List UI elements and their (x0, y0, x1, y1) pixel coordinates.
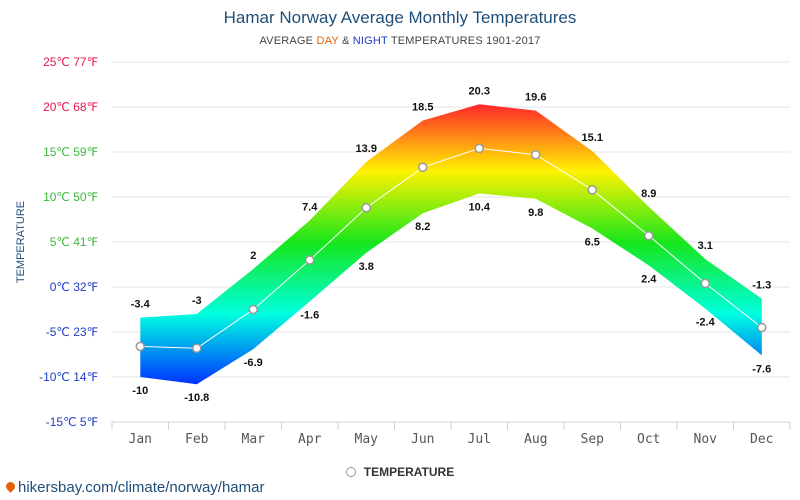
day-value-label: 2 (250, 250, 256, 262)
chart-subtitle: AVERAGE DAY & NIGHT TEMPERATURES 1901-20… (0, 35, 800, 47)
x-axis: Jan Feb Mar Apr May Jun Jul Aug Sep Oct Nov Dec (111, 421, 791, 447)
y-tick-label: 20℃ 68℉ (43, 100, 98, 114)
night-value-label: -6.9 (244, 357, 263, 369)
footer-link[interactable]: hikersbay.com/climate/norway/hamar (4, 479, 264, 496)
x-tick-label: Sep (581, 432, 605, 447)
y-axis: 25℃ 77℉ 20℃ 68℉ 15℃ 59℉ 10℃ 50℉ 5℃ 41℉ 0℃ 32℉… (39, 55, 98, 429)
night-value-label: 6.5 (585, 237, 600, 249)
temperature-point[interactable] (587, 185, 597, 195)
temperature-point[interactable] (361, 203, 371, 213)
night-value-label: 10.4 (469, 201, 491, 213)
x-tick-label: Oct (637, 432, 660, 447)
x-tick-label: Feb (185, 432, 209, 447)
night-value-label: 3.8 (359, 261, 374, 273)
temperature-point[interactable] (531, 149, 541, 160)
day-value-label: 15.1 (582, 132, 603, 144)
subtitle-day: DAY (316, 35, 339, 47)
day-value-label: 8.9 (641, 188, 656, 200)
x-tick-label: Aug (524, 432, 547, 447)
y-tick-label: -5℃ 23℉ (46, 325, 98, 339)
x-tick-label: Nov (694, 432, 718, 447)
temperature-point[interactable] (418, 162, 428, 173)
temperature-point[interactable] (474, 143, 484, 154)
night-value-label: 9.8 (528, 207, 543, 219)
day-value-label: 3.1 (698, 240, 713, 252)
subtitle-prefix: AVERAGE (259, 35, 317, 47)
subtitle-suffix: TEMPERATURES 1901-2017 (387, 35, 541, 47)
subtitle-night: NIGHT (352, 35, 388, 47)
temperature-point[interactable] (700, 278, 710, 289)
night-value-label: -2.4 (696, 317, 716, 329)
night-value-label: -10 (132, 385, 148, 397)
x-tick-label: May (355, 432, 379, 447)
subtitle-mid: & (338, 35, 353, 47)
night-value-label: -1.6 (300, 309, 319, 321)
location-pin-icon (4, 480, 17, 493)
x-tick-label: Jun (411, 432, 434, 447)
y-tick-label: 15℃ 59℉ (43, 145, 98, 159)
night-value-label: -10.8 (184, 392, 209, 404)
chart-title: Hamar Norway Average Monthly Temperature… (223, 8, 577, 27)
data-labels: -3.4 -3 2 7.4 13.9 18.5 20.3 19.6 15.1 8.9 3.1 -1.3… (131, 85, 771, 404)
x-tick-label: Dec (750, 432, 773, 447)
x-tick-label: Mar (242, 432, 266, 447)
night-value-label: 8.2 (415, 221, 430, 233)
legend-marker-icon (345, 467, 356, 477)
temperature-point[interactable] (135, 341, 145, 352)
x-tick-label: Jul (468, 432, 491, 447)
y-tick-label: 5℃ 41℉ (50, 235, 98, 249)
temperature-point[interactable] (305, 255, 315, 265)
x-tick-label: Apr (298, 432, 322, 447)
y-axis-label: TEMPERATURE (15, 201, 27, 283)
y-tick-label: 0℃ 32℉ (50, 280, 98, 294)
temperature-line (140, 147, 763, 349)
temperature-point[interactable] (248, 304, 258, 315)
y-tick-label: -10℃ 14℉ (39, 370, 98, 384)
day-value-label: 18.5 (412, 102, 433, 114)
night-value-label: 2.4 (641, 273, 657, 285)
y-tick-label: 10℃ 50℉ (43, 190, 98, 204)
temperature-point[interactable] (192, 343, 202, 353)
day-value-label: 20.3 (469, 85, 490, 97)
day-value-label: 19.6 (525, 92, 546, 104)
temperature-points (135, 143, 767, 353)
temperature-point[interactable] (757, 322, 767, 333)
day-value-label: 7.4 (302, 201, 318, 213)
day-value-label: -3 (192, 295, 202, 307)
temperature-point[interactable] (644, 230, 654, 241)
y-tick-label: 25℃ 77℉ (43, 55, 98, 69)
legend[interactable]: TEMPERATURE (0, 465, 800, 479)
day-value-label: -1.3 (752, 280, 771, 292)
x-tick-label: Jan (129, 432, 152, 447)
day-night-band (140, 104, 762, 385)
y-tick-label: -15℃ 5℉ (46, 415, 98, 429)
legend-label: TEMPERATURE (363, 465, 455, 479)
day-value-label: -3.4 (131, 299, 151, 311)
footer-text: hikersbay.com/climate/norway/hamar (18, 479, 265, 496)
night-value-label: -7.6 (752, 363, 771, 375)
day-value-label: 13.9 (356, 143, 377, 155)
